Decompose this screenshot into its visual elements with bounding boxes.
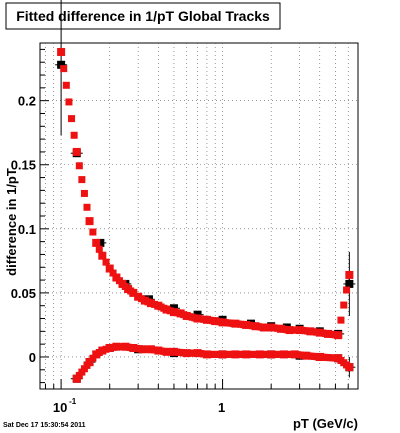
red-marker bbox=[191, 349, 199, 357]
chart-title: Fitted difference in 1/pT Global Tracks bbox=[16, 8, 270, 24]
red-marker bbox=[293, 326, 301, 334]
red-marker bbox=[75, 162, 83, 170]
red-marker bbox=[229, 319, 237, 327]
red-marker bbox=[239, 321, 247, 329]
red-marker bbox=[151, 346, 159, 354]
y-axis-title: difference in 1/pT bbox=[4, 168, 19, 276]
red-marker bbox=[60, 65, 68, 73]
red-marker bbox=[68, 115, 76, 123]
y-tick-label: 0.2 bbox=[18, 94, 36, 109]
red-marker bbox=[337, 316, 345, 324]
red-marker bbox=[216, 350, 224, 358]
red-marker bbox=[239, 350, 247, 358]
red-marker bbox=[304, 327, 312, 335]
red-marker bbox=[92, 238, 101, 247]
red-marker bbox=[313, 353, 321, 361]
black-marker bbox=[96, 238, 105, 247]
x-axis-title: pT (GeV/c) bbox=[293, 416, 358, 431]
red-marker bbox=[248, 322, 256, 330]
red-marker bbox=[137, 295, 145, 303]
red-marker bbox=[313, 328, 321, 336]
red-marker bbox=[200, 315, 208, 323]
black-marker bbox=[57, 60, 66, 69]
red-marker bbox=[343, 361, 351, 369]
red-marker bbox=[332, 354, 340, 362]
red-marker bbox=[253, 350, 261, 358]
red-marker bbox=[288, 350, 296, 358]
y-tick-label: 0.05 bbox=[11, 286, 36, 301]
red-marker bbox=[85, 217, 94, 226]
red-marker bbox=[72, 147, 81, 156]
x-tick-label-exponent: -1 bbox=[69, 397, 77, 406]
grid-layer bbox=[40, 43, 358, 389]
red-marker bbox=[62, 81, 70, 89]
red-marker bbox=[173, 309, 181, 317]
red-marker bbox=[98, 251, 107, 260]
red-marker bbox=[80, 189, 88, 197]
red-marker bbox=[78, 176, 86, 184]
red-marker bbox=[118, 343, 126, 351]
black-marker bbox=[345, 279, 354, 288]
red-marker bbox=[166, 348, 174, 356]
red-marker bbox=[102, 258, 110, 266]
red-marker bbox=[208, 317, 216, 325]
red-marker bbox=[102, 345, 110, 353]
red-marker bbox=[95, 245, 103, 253]
red-marker bbox=[83, 361, 91, 369]
red-marker bbox=[257, 323, 265, 331]
red-marker bbox=[321, 329, 329, 337]
red-marker bbox=[180, 311, 188, 319]
axis-layer: 0 0.05 0.1 0.15 0.2 10 -1 1 bbox=[11, 48, 349, 415]
red-marker bbox=[65, 98, 73, 106]
red-marker bbox=[274, 324, 282, 332]
title-box bbox=[5, 2, 281, 30]
red-marker bbox=[264, 350, 272, 358]
y-tick-label: 0.15 bbox=[11, 158, 36, 173]
red-marker bbox=[109, 269, 117, 277]
y-tick-label: 0.1 bbox=[18, 222, 36, 237]
red-marker bbox=[229, 350, 237, 358]
red-marker bbox=[115, 277, 123, 285]
plot-frame bbox=[39, 42, 359, 390]
red-marker bbox=[121, 282, 129, 290]
red-marker bbox=[109, 343, 117, 351]
red-marker bbox=[70, 131, 78, 139]
red-marker bbox=[283, 326, 291, 334]
red-marker bbox=[332, 331, 340, 339]
red-marker bbox=[277, 350, 285, 358]
red-marker bbox=[151, 300, 159, 308]
red-marker bbox=[180, 349, 188, 357]
red-marker bbox=[127, 344, 135, 352]
x-tick-label: 10 bbox=[53, 400, 67, 415]
red-marker bbox=[200, 350, 208, 358]
red-marker bbox=[83, 203, 91, 211]
timestamp-footer: Sat Dec 17 15:30:54 2011 bbox=[3, 422, 86, 429]
marker-layer bbox=[55, 0, 356, 383]
red-marker bbox=[215, 318, 223, 326]
red-marker bbox=[343, 286, 351, 294]
red-marker bbox=[160, 347, 168, 355]
red-marker bbox=[127, 287, 135, 295]
y-tick-label: 0 bbox=[29, 350, 36, 365]
red-marker bbox=[95, 348, 103, 356]
x-tick-label: 1 bbox=[218, 400, 225, 415]
red-marker bbox=[144, 345, 152, 353]
red-marker bbox=[105, 264, 114, 273]
red-marker bbox=[160, 304, 168, 312]
red-marker bbox=[166, 307, 174, 315]
red-marker bbox=[89, 354, 97, 362]
red-marker bbox=[299, 351, 307, 359]
red-marker bbox=[136, 345, 144, 353]
red-marker bbox=[340, 301, 348, 309]
red-marker bbox=[89, 228, 97, 236]
red-marker bbox=[191, 314, 199, 322]
red-marker bbox=[144, 298, 152, 306]
red-marker bbox=[263, 323, 271, 331]
red-marker bbox=[345, 270, 354, 279]
red-marker bbox=[57, 47, 66, 56]
